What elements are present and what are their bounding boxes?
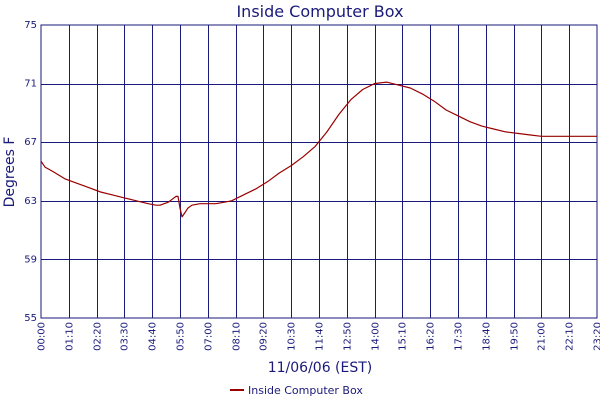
y-tick-label: 75 [24,20,37,31]
x-tick-label: 11:40 [315,322,326,351]
x-tick-label: 05:50 [176,322,187,351]
x-tick-label: 23:20 [593,322,600,351]
x-tick-label: 00:00 [37,322,48,351]
x-tick-label: 22:10 [565,322,576,351]
y-tick-label: 71 [24,79,37,90]
x-tick-label: 09:20 [259,322,270,351]
x-tick-label: 12:50 [343,322,354,351]
x-tick-label: 07:00 [204,322,215,351]
chart-title: Inside Computer Box [236,2,403,21]
x-tick-label: 19:50 [510,322,521,351]
x-tick-label: 03:30 [120,322,131,351]
x-tick-label: 16:20 [426,322,437,351]
x-tick-label: 10:30 [287,322,298,351]
series-line [40,81,597,218]
chart-grid [40,24,598,319]
legend: Inside Computer Box [230,384,363,397]
y-axis-label: Degrees F [2,137,18,208]
legend-label: Inside Computer Box [248,384,363,397]
y-tick-label: 55 [24,313,37,324]
y-tick-label: 67 [24,137,37,148]
x-tick-label: 18:40 [482,322,493,351]
y-tick-label: 59 [24,254,37,265]
x-tick-label: 17:30 [454,322,465,351]
series-lines [40,81,597,218]
x-tick-label: 04:40 [148,322,159,351]
x-tick-label: 15:10 [398,322,409,351]
x-tick-label: 14:00 [371,322,382,351]
x-tick-label: 02:20 [93,322,104,351]
y-axis-tick-labels: 55 59 63 67 71 75 [24,20,37,324]
x-tick-label: 08:10 [232,322,243,351]
y-tick-label: 63 [24,196,37,207]
x-tick-label: 21:00 [537,322,548,351]
x-axis-label: 11/06/06 (EST) [268,360,373,376]
x-axis-tick-labels: 00:00 01:10 02:20 03:30 04:40 05:50 07:00 08:10… [37,322,600,351]
x-tick-label: 01:10 [65,322,76,351]
